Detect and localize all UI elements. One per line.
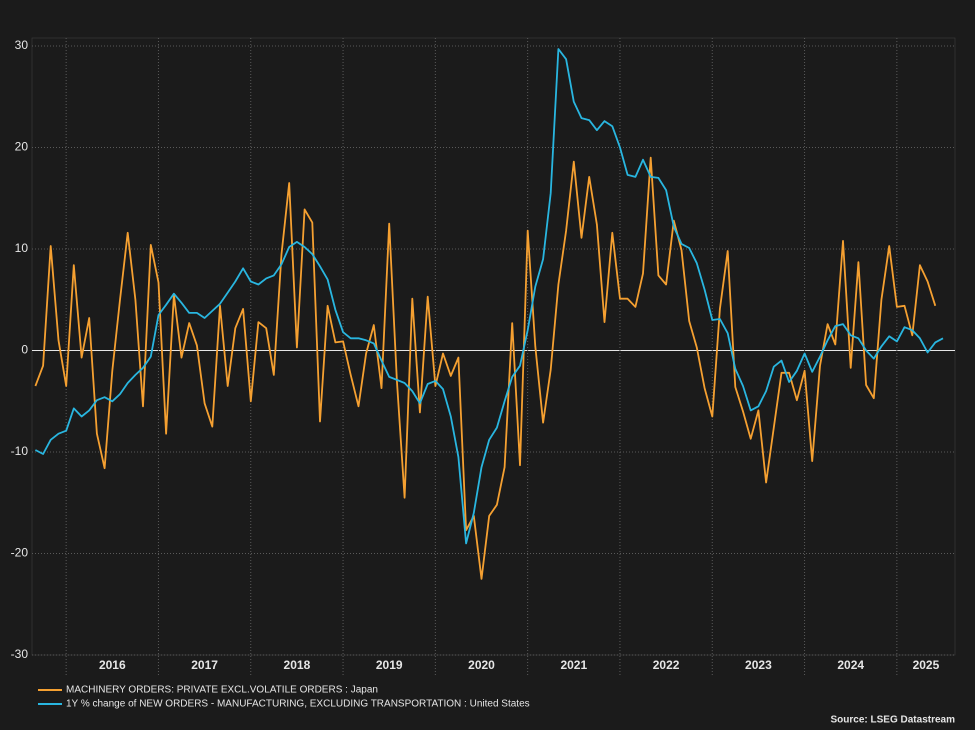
source-note: Source: LSEG Datastream — [831, 715, 956, 726]
x-tick-label: 2023 — [745, 658, 772, 672]
y-tick-label: 0 — [21, 343, 28, 357]
x-tick-label: 2018 — [284, 658, 311, 672]
x-tick-label: 2022 — [653, 658, 680, 672]
x-tick-label: 2017 — [191, 658, 218, 672]
x-tick-label: 2021 — [560, 658, 587, 672]
y-tick-label: 30 — [15, 38, 29, 52]
y-tick-label: -10 — [11, 444, 29, 458]
plot-area — [31, 37, 956, 656]
x-tick-label: 2019 — [376, 658, 403, 672]
x-tick-label: 2020 — [468, 658, 495, 672]
data-line — [34, 48, 944, 545]
legend-label: MACHINERY ORDERS: PRIVATE EXCL.VOLATILE … — [66, 685, 378, 696]
y-tick-label: -30 — [11, 647, 29, 661]
y-tick-label: 10 — [15, 241, 29, 255]
x-tick-label: 2025 — [913, 658, 940, 672]
x-tick-label: 2024 — [837, 658, 864, 672]
y-tick-label: -20 — [11, 546, 29, 560]
y-tick-label: 20 — [15, 140, 29, 154]
legend: MACHINERY ORDERS: PRIVATE EXCL.VOLATILE … — [38, 685, 530, 710]
legend-label: 1Y % change of NEW ORDERS - MANUFACTURIN… — [66, 699, 530, 710]
x-tick-label: 2016 — [99, 658, 126, 672]
